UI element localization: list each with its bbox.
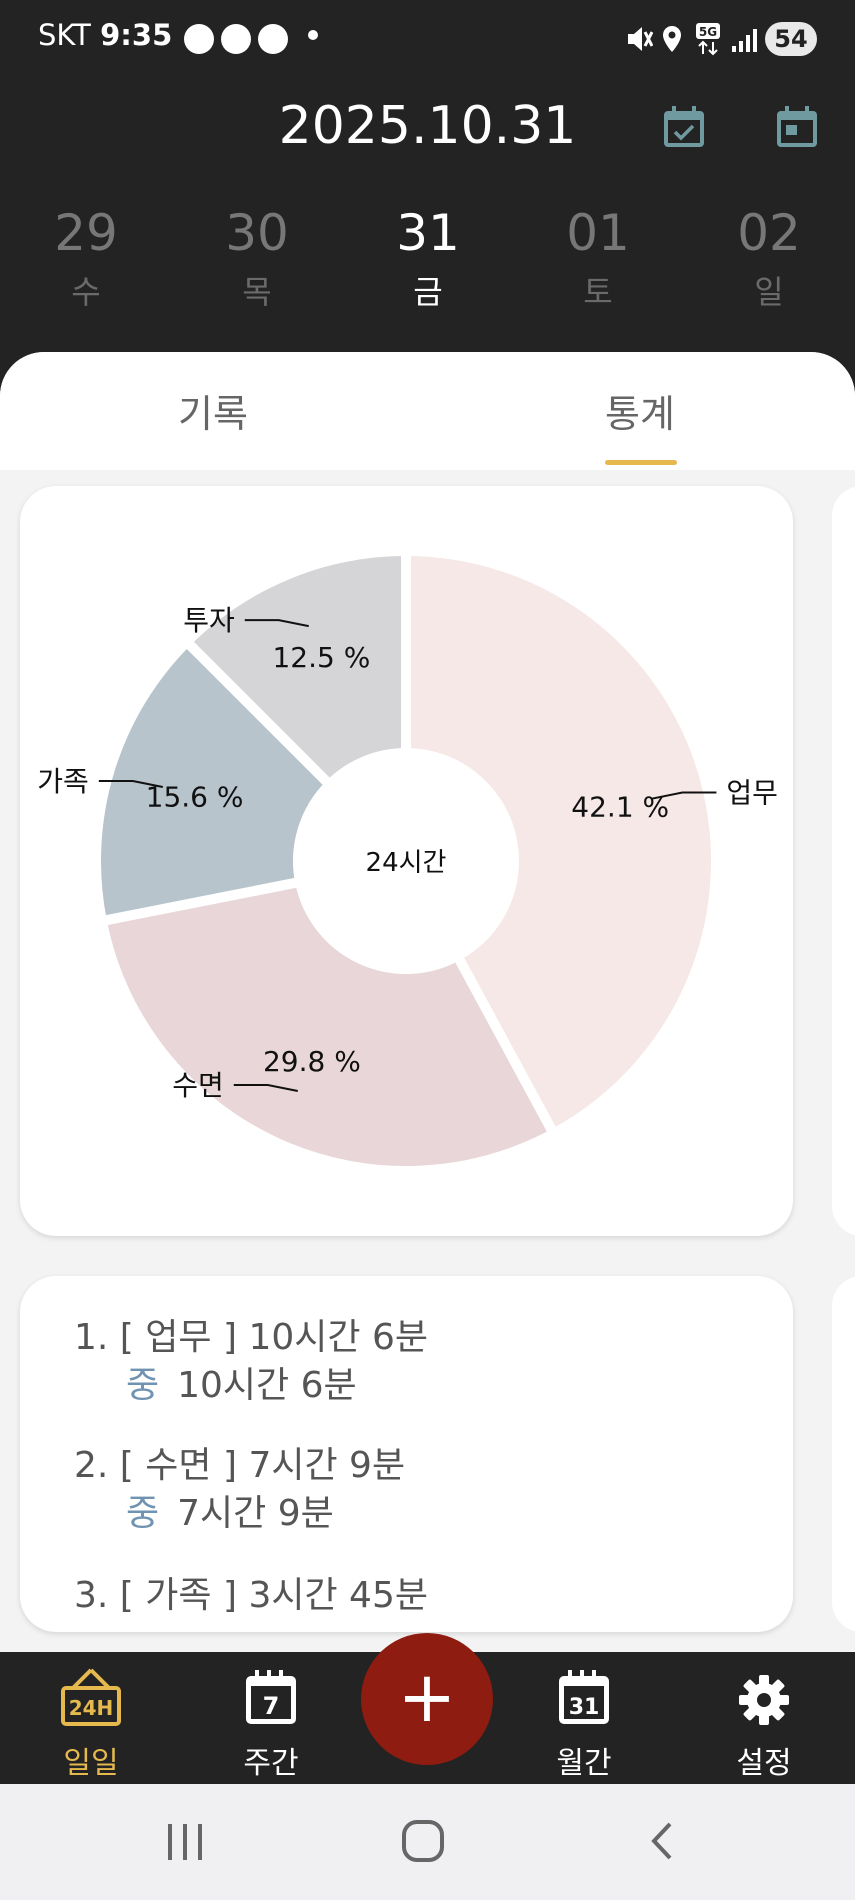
day-number: 30: [225, 204, 289, 262]
status-left: SKT 9:35: [38, 18, 172, 52]
mute-icon: [628, 27, 653, 51]
pie-percent-label: 42.1 %: [571, 791, 669, 824]
nav-label: 주간: [243, 1746, 299, 1781]
nav-settings[interactable]: 설정: [709, 1668, 819, 1782]
day-selector-item-selected[interactable]: 31 금: [368, 205, 488, 313]
signal-icon: [732, 29, 757, 52]
tab-statistics[interactable]: 통계: [605, 392, 675, 436]
system-nav-bar: [0, 1784, 855, 1900]
day-number: 29: [54, 204, 118, 262]
ranking-sub-value: 7시간 9분: [177, 1493, 334, 1534]
nav-label: 설정: [736, 1746, 792, 1781]
calendar-check-icon[interactable]: [661, 104, 707, 150]
svg-text:7: 7: [263, 1692, 280, 1720]
svg-text:5G: 5G: [699, 25, 717, 39]
recent-apps-icon[interactable]: [160, 1820, 210, 1864]
home-icon[interactable]: [400, 1818, 446, 1864]
calendar-7-icon: 7: [246, 1670, 296, 1724]
pie-percent-label: 29.8 %: [263, 1045, 361, 1078]
day-number: 01: [566, 204, 630, 262]
calendar-31-icon: 31: [559, 1670, 609, 1724]
add-record-button[interactable]: +: [361, 1633, 493, 1765]
back-icon[interactable]: [646, 1818, 680, 1864]
pie-leader-line: [233, 1084, 298, 1092]
day-weekday: 토: [583, 273, 613, 311]
pie-leader-line: [652, 791, 717, 800]
ranking-sub-value: 10시간 6분: [177, 1365, 357, 1406]
5g-icon: 5G: [696, 23, 720, 56]
pie-category-label: 수면: [172, 1069, 224, 1102]
ranking-subitem: 중 10시간 6분: [126, 1356, 357, 1408]
nav-monthly[interactable]: 31 월간: [529, 1668, 639, 1782]
nav-weekly[interactable]: 7 주간: [216, 1668, 326, 1782]
pie-leader-line: [98, 780, 163, 788]
day-selector-item[interactable]: 30 목: [197, 205, 317, 313]
ranking-sub-key: 중: [126, 1365, 160, 1406]
date-title[interactable]: 2025.10.31: [278, 96, 577, 156]
status-bar: SKT 9:35 5G 54: [0, 0, 855, 80]
ranking-item: 3. [ 가족 ] 3시간 45분: [74, 1575, 428, 1616]
pie-leader-line: [244, 619, 309, 628]
ranking-card: 1. [ 업무 ] 10시간 6분 중 10시간 6분 2. [ 수면 ] 7시간…: [20, 1276, 793, 1632]
day-selector-item[interactable]: 29 수: [26, 205, 146, 313]
next-card-peek: [832, 1276, 855, 1632]
pie-center-label: 24시간: [366, 848, 447, 878]
day-weekday: 수: [71, 273, 101, 311]
day-weekday: 금: [413, 273, 443, 311]
dot-icon: [308, 30, 318, 40]
nav-daily[interactable]: 24H 일일: [36, 1668, 146, 1782]
pie-slice-수면[interactable]: [96, 876, 559, 1176]
battery-indicator: 54: [765, 22, 817, 56]
pie-slice-업무[interactable]: [401, 546, 721, 1139]
nav-label: 월간: [556, 1746, 612, 1781]
pie-category-label: 가족: [37, 765, 89, 798]
carrier: SKT: [38, 18, 91, 52]
day-weekday: 일: [754, 273, 784, 311]
gear-icon: [739, 1675, 789, 1725]
ranking-item: 2. [ 수면 ] 7시간 9분: [74, 1445, 406, 1486]
pie-chart-card: 42.1 % 업무 29.8 % 수면 15.6 % 가족 12.5 % 투자 24시간: [20, 486, 793, 1236]
moon-icon: [184, 24, 214, 54]
next-card-peek: [832, 486, 855, 1236]
day-number: 02: [737, 204, 801, 262]
svg-text:24H: 24H: [69, 1696, 114, 1720]
nav-label: 일일: [63, 1746, 119, 1781]
day-selector-item[interactable]: 01 토: [538, 205, 658, 313]
calendar-icon[interactable]: [774, 104, 820, 150]
ranking-subitem: 중 7시간 9분: [126, 1484, 334, 1536]
pie-percent-label: 12.5 %: [272, 641, 370, 674]
tab-record[interactable]: 기록: [178, 392, 248, 436]
pie-slice-투자[interactable]: [181, 546, 411, 790]
pie-category-label: 투자: [183, 604, 235, 637]
day-selector-item[interactable]: 02 일: [709, 205, 829, 313]
24h-sign-icon: 24H: [61, 1668, 121, 1726]
day-weekday: 목: [242, 273, 272, 311]
tab-active-indicator: [605, 460, 677, 465]
pie-slice-가족[interactable]: [91, 636, 335, 926]
pie-category-label: 업무: [726, 777, 778, 810]
location-icon: [663, 26, 681, 52]
day-number: 31: [396, 204, 460, 262]
moon-icon: [221, 24, 251, 54]
ranking-sub-key: 중: [126, 1493, 160, 1534]
talk-icon: [258, 24, 288, 54]
svg-text:31: 31: [569, 1695, 600, 1720]
clock: 9:35: [100, 18, 173, 52]
ranking-item: 1. [ 업무 ] 10시간 6분: [74, 1317, 428, 1358]
tab-bar: [0, 352, 855, 470]
